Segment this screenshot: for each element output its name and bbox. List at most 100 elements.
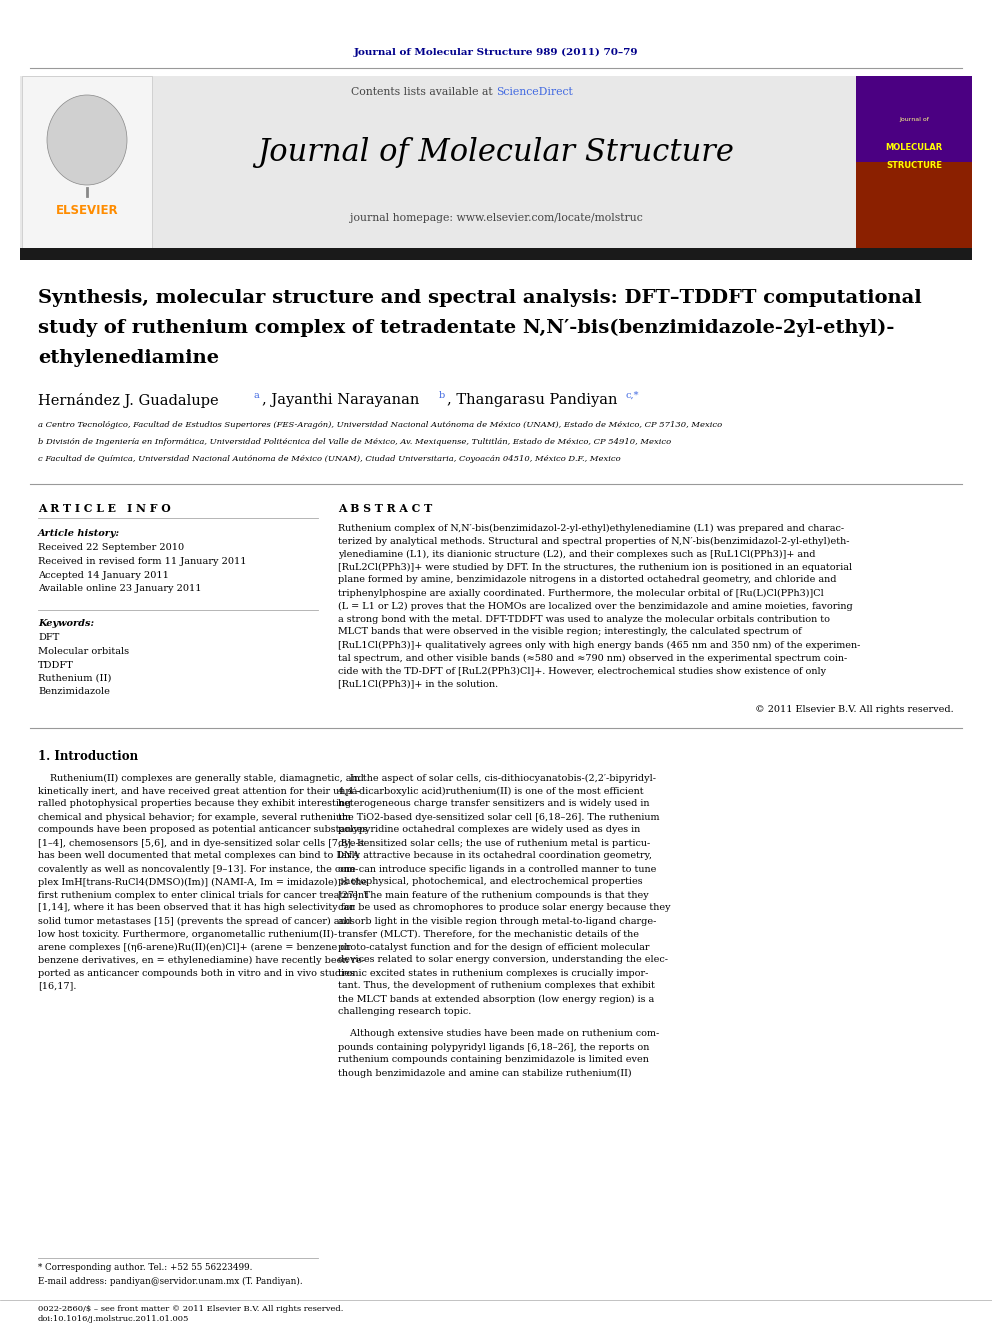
Text: DFT: DFT [38,634,60,643]
Text: Molecular orbitals: Molecular orbitals [38,647,129,656]
Text: © 2011 Elsevier B.V. All rights reserved.: © 2011 Elsevier B.V. All rights reserved… [755,705,954,714]
Text: Contents lists available at: Contents lists available at [351,87,496,97]
Text: has been well documented that metal complexes can bind to DNA: has been well documented that metal comp… [38,852,359,860]
Text: devices related to solar energy conversion, understanding the elec-: devices related to solar energy conversi… [338,955,668,964]
Text: Received 22 September 2010: Received 22 September 2010 [38,544,185,553]
Text: ported as anticancer compounds both in vitro and in vivo studies: ported as anticancer compounds both in v… [38,968,355,978]
Text: tal spectrum, and other visible bands (≈580 and ≈790 nm) observed in the experim: tal spectrum, and other visible bands (≈… [338,654,847,663]
Text: c,*: c,* [625,390,639,400]
Text: b: b [439,390,445,400]
Text: [RuL1Cl(PPh3)]+ in the solution.: [RuL1Cl(PPh3)]+ in the solution. [338,680,498,688]
Text: [RuL2Cl(PPh3)]+ were studied by DFT. In the structures, the ruthenium ion is pos: [RuL2Cl(PPh3)]+ were studied by DFT. In … [338,562,852,572]
Text: tant. Thus, the development of ruthenium complexes that exhibit: tant. Thus, the development of ruthenium… [338,982,655,991]
Text: Journal of: Journal of [899,118,929,123]
Text: Accepted 14 January 2011: Accepted 14 January 2011 [38,570,169,579]
Text: E-mail address: pandiyan@servidor.unam.mx (T. Pandiyan).: E-mail address: pandiyan@servidor.unam.m… [38,1277,303,1286]
Text: [1,14], where it has been observed that it has high selectivity for: [1,14], where it has been observed that … [38,904,355,913]
Text: solid tumor metastases [15] (prevents the spread of cancer) and: solid tumor metastases [15] (prevents th… [38,917,352,926]
Text: first ruthenium complex to enter clinical trials for cancer treatment: first ruthenium complex to enter clinica… [38,890,368,900]
Text: Although extensive studies have been made on ruthenium com-: Although extensive studies have been mad… [338,1029,660,1039]
Text: covalently as well as noncovalently [9–13]. For instance, the com-: covalently as well as noncovalently [9–1… [38,864,358,873]
Text: ruthenium compounds containing benzimidazole is limited even: ruthenium compounds containing benzimida… [338,1056,649,1065]
Text: polypyridine octahedral complexes are widely used as dyes in: polypyridine octahedral complexes are wi… [338,826,640,835]
Text: arene complexes [(η6-arene)Ru(II)(en)Cl]+ (arene = benzene or: arene complexes [(η6-arene)Ru(II)(en)Cl]… [38,942,351,951]
Text: Ruthenium(II) complexes are generally stable, diamagnetic, and: Ruthenium(II) complexes are generally st… [38,774,364,783]
Text: Journal of Molecular Structure 989 (2011) 70–79: Journal of Molecular Structure 989 (2011… [354,48,638,57]
Text: , Thangarasu Pandiyan: , Thangarasu Pandiyan [447,393,622,407]
Text: * Corresponding author. Tel.: +52 55 56223499.: * Corresponding author. Tel.: +52 55 562… [38,1263,252,1273]
Text: a strong bond with the metal. DFT-TDDFT was used to analyze the molecular orbita: a strong bond with the metal. DFT-TDDFT … [338,614,830,623]
Text: dye-sensitized solar cells; the use of ruthenium metal is particu-: dye-sensitized solar cells; the use of r… [338,839,650,848]
Text: absorb light in the visible region through metal-to-ligand charge-: absorb light in the visible region throu… [338,917,657,926]
Text: though benzimidazole and amine can stabilize ruthenium(II): though benzimidazole and amine can stabi… [338,1069,632,1077]
Text: In the aspect of solar cells, cis-dithiocyanatobis-(2,2′-bipyridyl-: In the aspect of solar cells, cis-dithio… [338,774,656,783]
Text: study of ruthenium complex of tetradentate N,N′-bis(benzimidazole-2yl-ethyl)-: study of ruthenium complex of tetradenta… [38,319,895,337]
Text: triphenylphospine are axially coordinated. Furthermore, the molecular orbital of: triphenylphospine are axially coordinate… [338,589,823,598]
Text: benzene derivatives, en = ethylenediamine) have recently been re-: benzene derivatives, en = ethylenediamin… [38,955,365,964]
Text: can be used as chromophores to produce solar energy because they: can be used as chromophores to produce s… [338,904,671,913]
Text: pounds containing polypyridyl ligands [6,18–26], the reports on: pounds containing polypyridyl ligands [6… [338,1043,650,1052]
Text: journal homepage: www.elsevier.com/locate/molstruc: journal homepage: www.elsevier.com/locat… [349,213,643,224]
Text: Hernández J. Guadalupe: Hernández J. Guadalupe [38,393,223,407]
Bar [856,161,972,247]
Text: Ruthenium complex of N,N′-bis(benzimidazol-2-yl-ethyl)ethylenediamine (L1) was p: Ruthenium complex of N,N′-bis(benzimidaz… [338,524,844,533]
Text: Benzimidazole: Benzimidazole [38,688,110,696]
Text: ylenediamine (L1), its dianionic structure (L2), and their complexes such as [Ru: ylenediamine (L1), its dianionic structu… [338,549,815,558]
Text: (L = L1 or L2) proves that the HOMOs are localized over the benzimidazole and am: (L = L1 or L2) proves that the HOMOs are… [338,602,853,610]
Text: low host toxicity. Furthermore, organometallic ruthenium(II)-: low host toxicity. Furthermore, organome… [38,930,337,938]
Text: cide with the TD-DFT of [RuL2(PPh3)Cl]+. However, electrochemical studies show e: cide with the TD-DFT of [RuL2(PPh3)Cl]+.… [338,667,826,676]
Text: 0022-2860/$ – see front matter © 2011 Elsevier B.V. All rights reserved.: 0022-2860/$ – see front matter © 2011 El… [38,1304,343,1312]
Text: the MLCT bands at extended absorption (low energy region) is a: the MLCT bands at extended absorption (l… [338,995,655,1004]
Text: ralled photophysical properties because they exhibit interesting: ralled photophysical properties because … [38,799,351,808]
Text: chemical and physical behavior; for example, several ruthenium: chemical and physical behavior; for exam… [38,812,351,822]
Text: Article history:: Article history: [38,528,120,537]
Text: Ruthenium (II): Ruthenium (II) [38,673,111,683]
Text: 4,4′-dicarboxylic acid)ruthenium(II) is one of the most efficient: 4,4′-dicarboxylic acid)ruthenium(II) is … [338,786,644,795]
Text: challenging research topic.: challenging research topic. [338,1008,471,1016]
Ellipse shape [47,95,127,185]
Text: MLCT bands that were observed in the visible region; interestingly, the calculat: MLCT bands that were observed in the vis… [338,627,802,636]
Text: c Facultad de Química, Universidad Nacional Autónoma de México (UNAM), Ciudad Un: c Facultad de Química, Universidad Nacio… [38,455,621,463]
Text: [RuL1Cl(PPh3)]+ qualitatively agrees only with high energy bands (465 nm and 350: [RuL1Cl(PPh3)]+ qualitatively agrees onl… [338,640,860,650]
Text: 1. Introduction: 1. Introduction [38,750,138,762]
Text: ethylenediamine: ethylenediamine [38,349,219,366]
Text: [16,17].: [16,17]. [38,982,76,991]
Text: transfer (MLCT). Therefore, for the mechanistic details of the: transfer (MLCT). Therefore, for the mech… [338,930,639,938]
Text: ELSEVIER: ELSEVIER [56,204,118,217]
Bar [22,75,152,247]
Text: photophysical, photochemical, and electrochemical properties: photophysical, photochemical, and electr… [338,877,643,886]
Bar [856,75,972,247]
Text: A B S T R A C T: A B S T R A C T [338,503,433,513]
Text: Available online 23 January 2011: Available online 23 January 2011 [38,583,201,593]
Text: terized by analytical methods. Structural and spectral properties of N,N′-bis(be: terized by analytical methods. Structura… [338,536,849,545]
Text: photo-catalyst function and for the design of efficient molecular: photo-catalyst function and for the desi… [338,942,650,951]
Text: heterogeneous charge transfer sensitizers and is widely used in: heterogeneous charge transfer sensitizer… [338,799,650,808]
Text: STRUCTURE: STRUCTURE [886,160,942,169]
Text: MOLECULAR: MOLECULAR [886,143,942,152]
Text: [27]. The main feature of the ruthenium compounds is that they: [27]. The main feature of the ruthenium … [338,890,649,900]
Text: Received in revised form 11 January 2011: Received in revised form 11 January 2011 [38,557,246,566]
Text: doi:10.1016/j.molstruc.2011.01.005: doi:10.1016/j.molstruc.2011.01.005 [38,1315,189,1323]
Text: [1–4], chemosensors [5,6], and in dye-sensitized solar cells [7,8]. It: [1–4], chemosensors [5,6], and in dye-se… [38,839,365,848]
Text: plane formed by amine, benzimidazole nitrogens in a distorted octahedral geometr: plane formed by amine, benzimidazole nit… [338,576,836,585]
Text: the TiO2-based dye-sensitized solar cell [6,18–26]. The ruthenium: the TiO2-based dye-sensitized solar cell… [338,812,660,822]
Text: Synthesis, molecular structure and spectral analysis: DFT–TDDFT computational: Synthesis, molecular structure and spect… [38,288,922,307]
Text: a Centro Tecnológico, Facultad de Estudios Superiores (FES-Aragón), Universidad : a Centro Tecnológico, Facultad de Estudi… [38,421,722,429]
Text: TDDFT: TDDFT [38,660,73,669]
Text: Journal of Molecular Structure: Journal of Molecular Structure [258,138,734,168]
Text: compounds have been proposed as potential anticancer substances: compounds have been proposed as potentia… [38,826,367,835]
Text: b División de Ingeniería en Informática, Universidad Politécnica del Valle de Mé: b División de Ingeniería en Informática,… [38,438,672,446]
Text: Keywords:: Keywords: [38,619,94,628]
Text: kinetically inert, and have received great attention for their unpa-: kinetically inert, and have received gre… [38,786,361,795]
Text: larly attractive because in its octahedral coordination geometry,: larly attractive because in its octahedr… [338,852,652,860]
Bar [856,75,972,161]
Text: , Jayanthi Narayanan: , Jayanthi Narayanan [262,393,424,407]
Text: a: a [254,390,260,400]
Text: tronic excited states in ruthenium complexes is crucially impor-: tronic excited states in ruthenium compl… [338,968,649,978]
Text: plex ImH[trans-RuCl4(DMSO)(Im)] (NAMI-A, Im = imidazole) is the: plex ImH[trans-RuCl4(DMSO)(Im)] (NAMI-A,… [38,877,367,886]
Text: one can introduce specific ligands in a controlled manner to tune: one can introduce specific ligands in a … [338,864,657,873]
Text: A R T I C L E   I N F O: A R T I C L E I N F O [38,503,171,513]
Bar [20,75,972,247]
Bar [20,247,972,261]
Text: ScienceDirect: ScienceDirect [496,87,572,97]
